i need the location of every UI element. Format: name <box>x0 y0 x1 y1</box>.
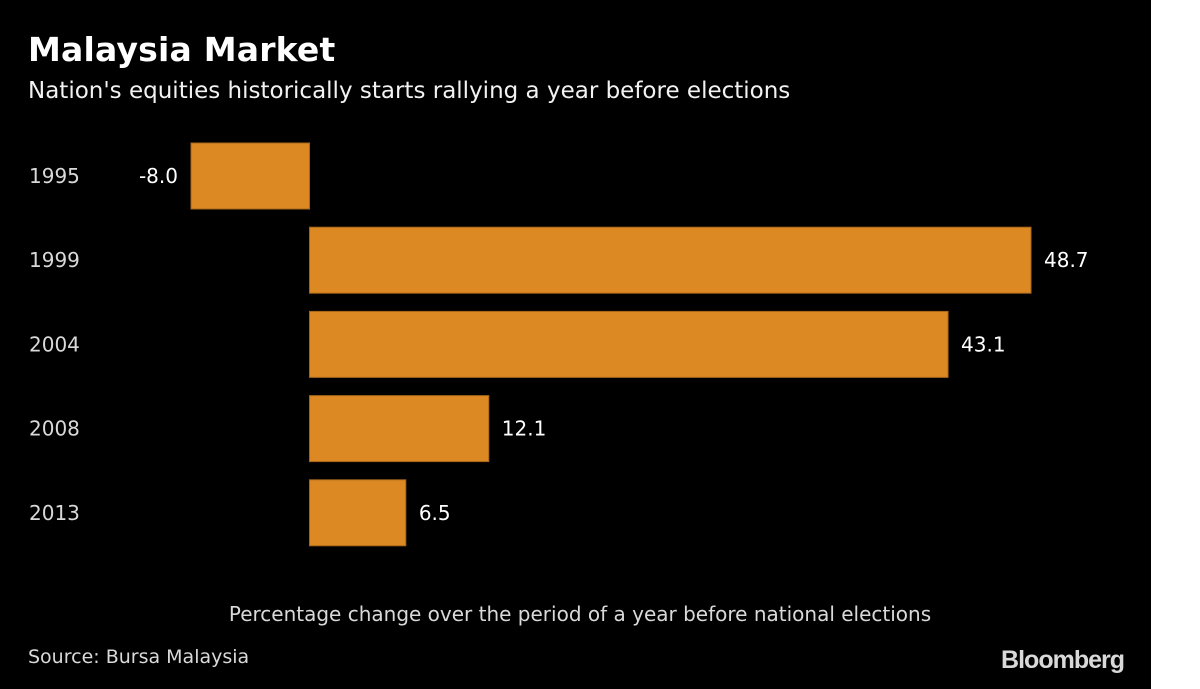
bar-2004 <box>309 310 949 378</box>
category-label: 2004 <box>29 332 80 356</box>
bar-2008 <box>309 395 490 463</box>
source-note: Source: Bursa Malaysia <box>28 646 250 668</box>
bar-chart: 1995 -8.0 1999 48.7 2004 43.1 2008 12.1 2013 6.5 <box>29 142 1089 547</box>
category-label: 1999 <box>29 248 80 272</box>
x-axis-label: Percentage change over the period of a y… <box>228 602 932 626</box>
category-label: 2008 <box>29 417 80 441</box>
value-label: 43.1 <box>961 332 1006 356</box>
bloomberg-logo: Bloomberg <box>1001 646 1125 674</box>
value-label: 6.5 <box>419 501 451 525</box>
bar-1999 <box>309 226 1032 294</box>
value-label: 48.7 <box>1044 248 1089 272</box>
value-label: -8.0 <box>139 164 178 188</box>
category-label: 2013 <box>29 501 80 525</box>
chart-panel: Malaysia Market Nation's equities histor… <box>0 0 1151 689</box>
chart-title: Malaysia Market <box>28 30 336 69</box>
bar-1995 <box>190 142 311 210</box>
chart-subtitle: Nation's equities historically starts ra… <box>28 78 791 104</box>
bar-2013 <box>309 479 407 547</box>
value-label: 12.1 <box>502 417 547 441</box>
category-label: 1995 <box>29 164 80 188</box>
